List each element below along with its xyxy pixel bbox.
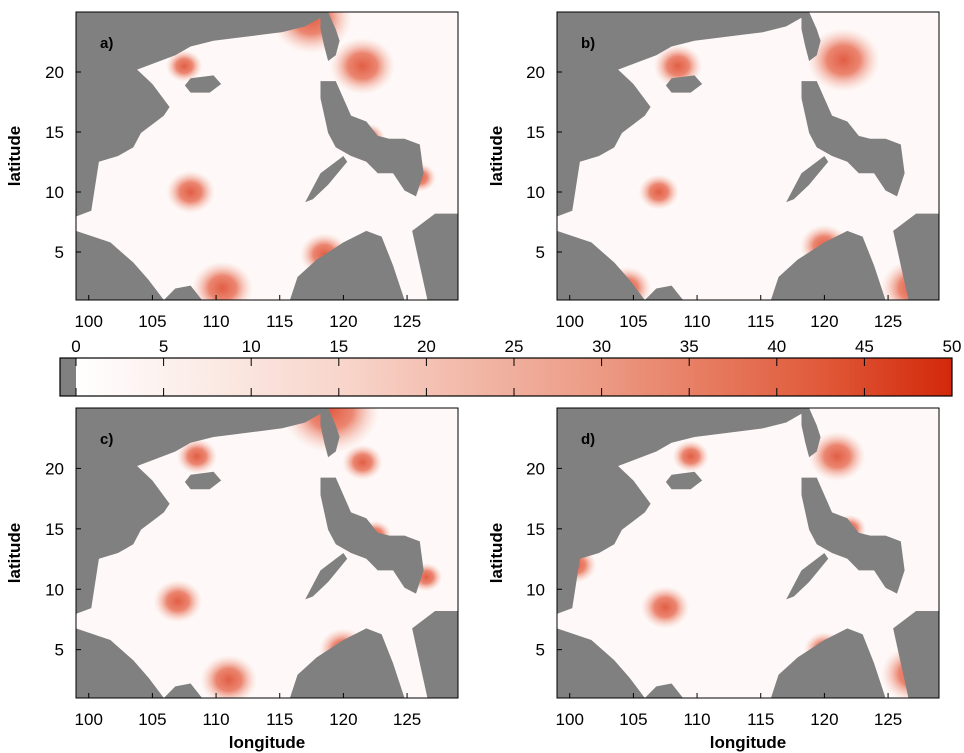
x-tick-label: 115 bbox=[266, 312, 293, 331]
x-tick-label: 110 bbox=[684, 710, 711, 729]
colorbar-tick-label: 20 bbox=[417, 337, 436, 356]
panel-label: a) bbox=[100, 35, 113, 52]
high-value-region bbox=[329, 37, 396, 95]
x-axis-label: longitude bbox=[229, 733, 305, 752]
high-value-region bbox=[153, 579, 203, 623]
x-tick-label: 125 bbox=[874, 710, 902, 729]
x-tick-label: 115 bbox=[747, 312, 774, 331]
x-tick-label: 100 bbox=[75, 710, 103, 729]
x-tick-label: 100 bbox=[75, 312, 103, 331]
y-tick-label: 15 bbox=[45, 520, 64, 539]
y-tick-label: 10 bbox=[45, 580, 64, 599]
y-tick-label: 5 bbox=[55, 641, 64, 660]
x-tick-label: 105 bbox=[619, 312, 647, 331]
colorbar-tick-label: 50 bbox=[943, 337, 962, 356]
x-tick-label: 120 bbox=[810, 312, 838, 331]
colorbar-tick-label: 25 bbox=[505, 337, 524, 356]
x-tick-label: 105 bbox=[138, 312, 166, 331]
y-tick-label: 10 bbox=[526, 580, 545, 599]
panel-label: d) bbox=[581, 431, 595, 448]
x-tick-label: 125 bbox=[874, 312, 902, 331]
high-value-region bbox=[638, 174, 680, 210]
x-tick-label: 105 bbox=[619, 710, 647, 729]
x-tick-label: 110 bbox=[203, 312, 230, 331]
y-axis-label: latitude bbox=[487, 523, 506, 583]
colorbar: 0 5 10 15 20 25 30 35 40 45 50 bbox=[59, 337, 962, 397]
y-tick-label: 15 bbox=[45, 123, 64, 142]
x-tick-label: 125 bbox=[393, 312, 421, 331]
x-tick-label: 125 bbox=[393, 710, 421, 729]
colorbar-tick-label: 0 bbox=[71, 337, 80, 356]
colorbar-frame bbox=[59, 357, 953, 397]
high-value-region bbox=[166, 170, 216, 214]
x-tick-label: 100 bbox=[556, 312, 584, 331]
x-tick-label: 115 bbox=[266, 710, 293, 729]
high-value-region bbox=[672, 440, 710, 473]
panel-frame bbox=[75, 407, 459, 699]
panel-frame bbox=[556, 407, 940, 699]
y-tick-label: 5 bbox=[55, 243, 64, 262]
y-tick-label: 15 bbox=[526, 123, 545, 142]
y-tick-label: 5 bbox=[536, 243, 545, 262]
x-tick-label: 120 bbox=[329, 312, 357, 331]
colorbar-tick-label: 35 bbox=[680, 337, 699, 356]
colorbar-tick-label: 40 bbox=[767, 337, 786, 356]
colorbar-land-swatch bbox=[60, 358, 76, 396]
colorbar-tick-label: 30 bbox=[592, 337, 611, 356]
colorbar-tick-label: 15 bbox=[329, 337, 348, 356]
panel-frame bbox=[556, 11, 940, 301]
x-tick-label: 120 bbox=[329, 710, 357, 729]
high-value-region bbox=[806, 27, 881, 93]
high-value-region bbox=[640, 585, 690, 629]
y-tick-label: 5 bbox=[536, 641, 545, 660]
high-value-region bbox=[808, 431, 866, 482]
y-tick-label: 20 bbox=[45, 459, 64, 478]
y-tick-label: 20 bbox=[45, 63, 64, 82]
colorbar-tick-label: 45 bbox=[855, 337, 874, 356]
panel-frame bbox=[75, 11, 459, 301]
x-axis-label: longitude bbox=[710, 733, 786, 752]
colorbar-tick-label: 5 bbox=[159, 337, 168, 356]
map-panel-c: c)100 105 110 115 120 1252015105latitudelongi… bbox=[5, 407, 459, 752]
map-panel-d: d)100 105 110 115 120 1252015105latitudelongi… bbox=[487, 407, 940, 752]
x-tick-label: 100 bbox=[556, 710, 584, 729]
y-axis-label: latitude bbox=[5, 523, 24, 583]
y-tick-label: 20 bbox=[526, 459, 545, 478]
colorbar-tick-label: 10 bbox=[242, 337, 261, 356]
high-value-region bbox=[165, 49, 203, 83]
y-axis-label: latitude bbox=[5, 126, 24, 186]
x-tick-label: 105 bbox=[138, 710, 166, 729]
y-axis-label: latitude bbox=[487, 126, 506, 186]
x-tick-label: 110 bbox=[684, 312, 711, 331]
x-tick-label: 115 bbox=[747, 710, 774, 729]
x-tick-label: 110 bbox=[203, 710, 230, 729]
panel-label: c) bbox=[100, 431, 113, 448]
high-value-region bbox=[342, 444, 383, 481]
panel-label: b) bbox=[581, 35, 595, 52]
high-value-region bbox=[200, 654, 258, 698]
y-tick-label: 10 bbox=[45, 183, 64, 202]
x-tick-label: 120 bbox=[810, 710, 838, 729]
y-tick-label: 20 bbox=[526, 63, 545, 82]
high-value-region bbox=[191, 261, 253, 300]
high-value-region bbox=[176, 438, 218, 475]
y-tick-label: 15 bbox=[526, 520, 545, 539]
y-tick-label: 10 bbox=[526, 183, 545, 202]
